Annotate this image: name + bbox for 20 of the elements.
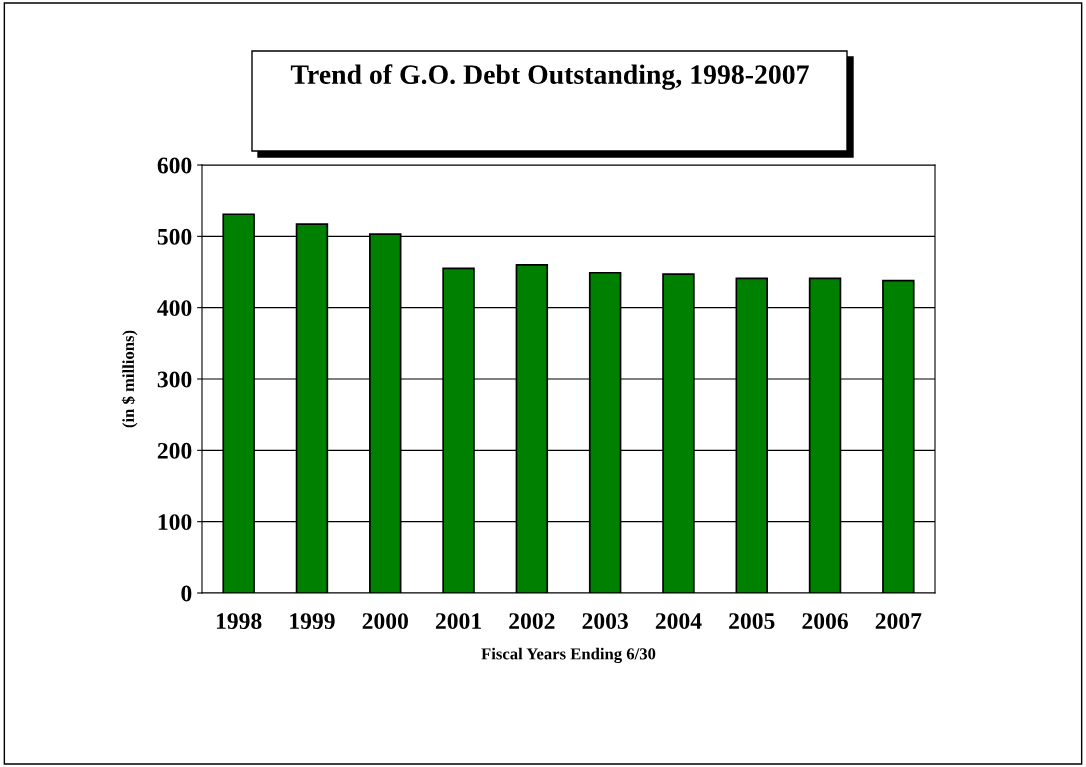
x-tick-label: 2001 [435, 613, 481, 630]
chart-title: Trend of G.O. Debt Outstanding, 1998-2007 [290, 64, 809, 90]
x-tick-label: 1998 [216, 613, 262, 630]
y-tick-label: 300 [157, 371, 192, 388]
x-tick-label: 2006 [802, 613, 848, 630]
x-tick-label: 1999 [290, 613, 335, 630]
y-tick-label: 100 [158, 514, 192, 531]
y-tick-label: 200 [157, 442, 192, 459]
x-tick-label: 2007 [875, 613, 922, 630]
x-tick-label: 2003 [582, 613, 628, 630]
y-axis-title: (in $ millions) [121, 330, 138, 428]
y-tick-label: 600 [157, 157, 192, 174]
x-axis-title: Fiscal Years Ending 6/30 [481, 647, 656, 663]
x-tick-label: 2004 [655, 613, 702, 630]
y-tick-label: 400 [157, 300, 192, 317]
y-tick-label: 500 [157, 228, 192, 245]
x-tick-label: 2002 [509, 613, 555, 630]
x-tick-label: 2005 [729, 613, 775, 630]
x-tick-label: 2000 [362, 613, 408, 630]
y-tick-label: 0 [181, 585, 192, 602]
